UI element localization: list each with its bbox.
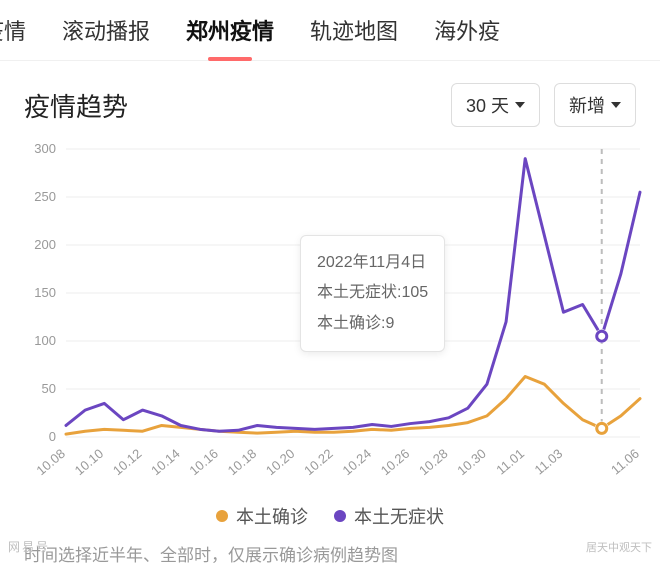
svg-text:10.28: 10.28 [416,446,451,478]
chart-legend: 本土确诊 本土无症状 [0,503,660,529]
chevron-down-icon [515,102,525,108]
tooltip-date: 2022年11月4日 [317,248,428,278]
svg-text:200: 200 [34,237,56,252]
svg-text:10.16: 10.16 [186,446,221,478]
svg-text:10.08: 10.08 [33,446,68,478]
range-select[interactable]: 30 天 [451,83,540,127]
watermark-label: 居天中观天下 [586,539,652,555]
chart-title: 疫情趋势 [24,87,128,124]
svg-text:11.01: 11.01 [493,446,527,478]
top-tabs: 国疫情 滚动播报 郑州疫情 轨迹地图 海外疫 [0,0,660,61]
svg-text:100: 100 [34,333,56,348]
svg-text:150: 150 [34,285,56,300]
svg-text:10.12: 10.12 [110,446,145,478]
legend-item-confirmed[interactable]: 本土确诊 [216,503,308,529]
mode-select[interactable]: 新增 [554,83,636,127]
svg-text:10.20: 10.20 [263,446,298,478]
chart-tooltip: 2022年11月4日 本土无症状:105 本土确诊:9 [300,235,445,352]
range-select-label: 30 天 [466,92,509,118]
source-label: 网易号 [8,538,50,555]
trend-chart: 05010015020025030010.0810.1010.1210.1410… [10,137,650,497]
legend-label: 本土确诊 [236,503,308,529]
tab-zhengzhou[interactable]: 郑州疫情 [186,8,274,60]
tooltip-row-confirmed: 本土确诊:9 [317,309,428,339]
legend-item-asymptomatic[interactable]: 本土无症状 [334,503,444,529]
chart-footnote: 时间选择近半年、全部时，仅展示确诊病例趋势图 [0,529,660,566]
mode-select-label: 新增 [569,92,605,118]
tab-live[interactable]: 滚动播报 [62,8,150,60]
svg-text:11.03: 11.03 [532,446,566,478]
svg-text:50: 50 [42,381,56,396]
svg-text:10.18: 10.18 [225,446,260,478]
legend-label: 本土无症状 [354,503,444,529]
svg-text:0: 0 [49,429,56,444]
svg-text:10.24: 10.24 [339,446,374,478]
tab-national[interactable]: 国疫情 [0,8,26,60]
tooltip-row-asymptomatic: 本土无症状:105 [317,278,428,308]
chart-header: 疫情趋势 30 天 新增 [0,61,660,133]
tab-track-map[interactable]: 轨迹地图 [310,8,398,60]
svg-text:10.14: 10.14 [148,446,183,478]
svg-text:10.30: 10.30 [454,446,489,478]
svg-text:300: 300 [34,141,56,156]
svg-text:10.22: 10.22 [301,446,336,478]
tab-overseas[interactable]: 海外疫 [434,8,500,60]
chart-selects: 30 天 新增 [451,83,636,127]
legend-dot [216,510,228,522]
svg-text:11.06: 11.06 [608,446,642,478]
svg-text:10.10: 10.10 [72,446,107,478]
chevron-down-icon [611,102,621,108]
svg-text:10.26: 10.26 [378,446,413,478]
legend-dot [334,510,346,522]
svg-text:250: 250 [34,189,56,204]
